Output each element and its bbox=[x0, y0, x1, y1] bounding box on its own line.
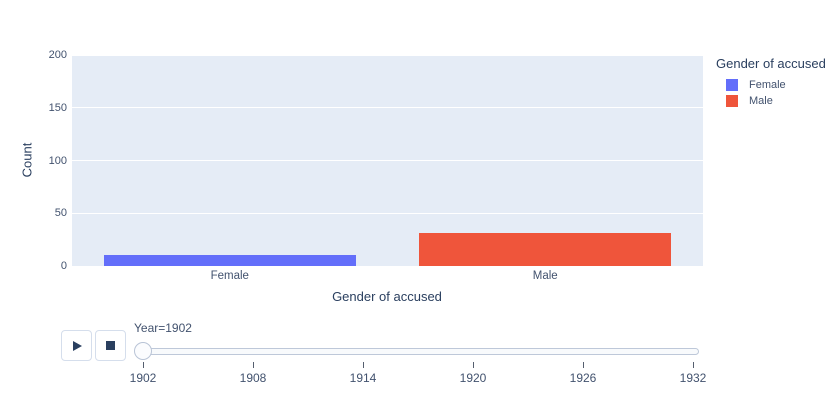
legend-swatch bbox=[726, 78, 738, 91]
legend-label: Male bbox=[749, 94, 773, 107]
legend: Gender of accused Female Male bbox=[716, 56, 826, 110]
slider-rail[interactable] bbox=[138, 348, 699, 355]
slider-tick bbox=[143, 362, 144, 368]
y-tick-label: 0 bbox=[60, 260, 67, 272]
slider-tick-label[interactable]: 1908 bbox=[239, 371, 267, 385]
slider-tick-label[interactable]: 1902 bbox=[129, 371, 157, 385]
slider-tick-label[interactable]: 1914 bbox=[349, 371, 377, 385]
bar-male bbox=[419, 233, 672, 266]
slider-tick bbox=[583, 362, 584, 368]
legend-item-male[interactable]: Male bbox=[726, 94, 826, 107]
gridline bbox=[72, 54, 703, 56]
legend-title: Gender of accused bbox=[716, 56, 826, 71]
stop-button[interactable] bbox=[95, 330, 126, 361]
slider-tick bbox=[363, 362, 364, 368]
slider-tick bbox=[693, 362, 694, 368]
y-tick-label: 150 bbox=[48, 101, 67, 114]
x-tick-label: Male bbox=[532, 270, 558, 282]
slider-tick bbox=[253, 362, 254, 368]
legend-item-female[interactable]: Female bbox=[726, 78, 826, 91]
slider-handle[interactable] bbox=[134, 342, 152, 360]
legend-items: Female Male bbox=[716, 78, 826, 107]
x-tick-label: Female bbox=[210, 270, 249, 282]
stop-icon bbox=[106, 341, 115, 350]
y-tick-label: 200 bbox=[48, 49, 67, 61]
gridline bbox=[72, 212, 703, 214]
legend-label: Female bbox=[749, 78, 786, 91]
gridline bbox=[72, 160, 703, 161]
y-tick-label: 50 bbox=[54, 207, 67, 220]
slider-tick-label[interactable]: 1920 bbox=[459, 371, 487, 385]
y-tick-label: 100 bbox=[48, 154, 67, 167]
plot-area bbox=[72, 54, 703, 266]
legend-swatch bbox=[726, 94, 738, 107]
bar-female bbox=[103, 255, 356, 266]
play-button[interactable] bbox=[61, 330, 92, 361]
animation-controls bbox=[61, 330, 126, 361]
slider-current-value-label: Year=1902 bbox=[134, 321, 192, 335]
gridline bbox=[72, 107, 703, 109]
slider-tick-label[interactable]: 1926 bbox=[569, 371, 597, 385]
play-icon bbox=[73, 340, 82, 351]
x-axis-title: Gender of accused bbox=[332, 289, 442, 304]
slider-tick-label[interactable]: 1932 bbox=[679, 371, 707, 385]
slider-tick bbox=[473, 362, 474, 368]
